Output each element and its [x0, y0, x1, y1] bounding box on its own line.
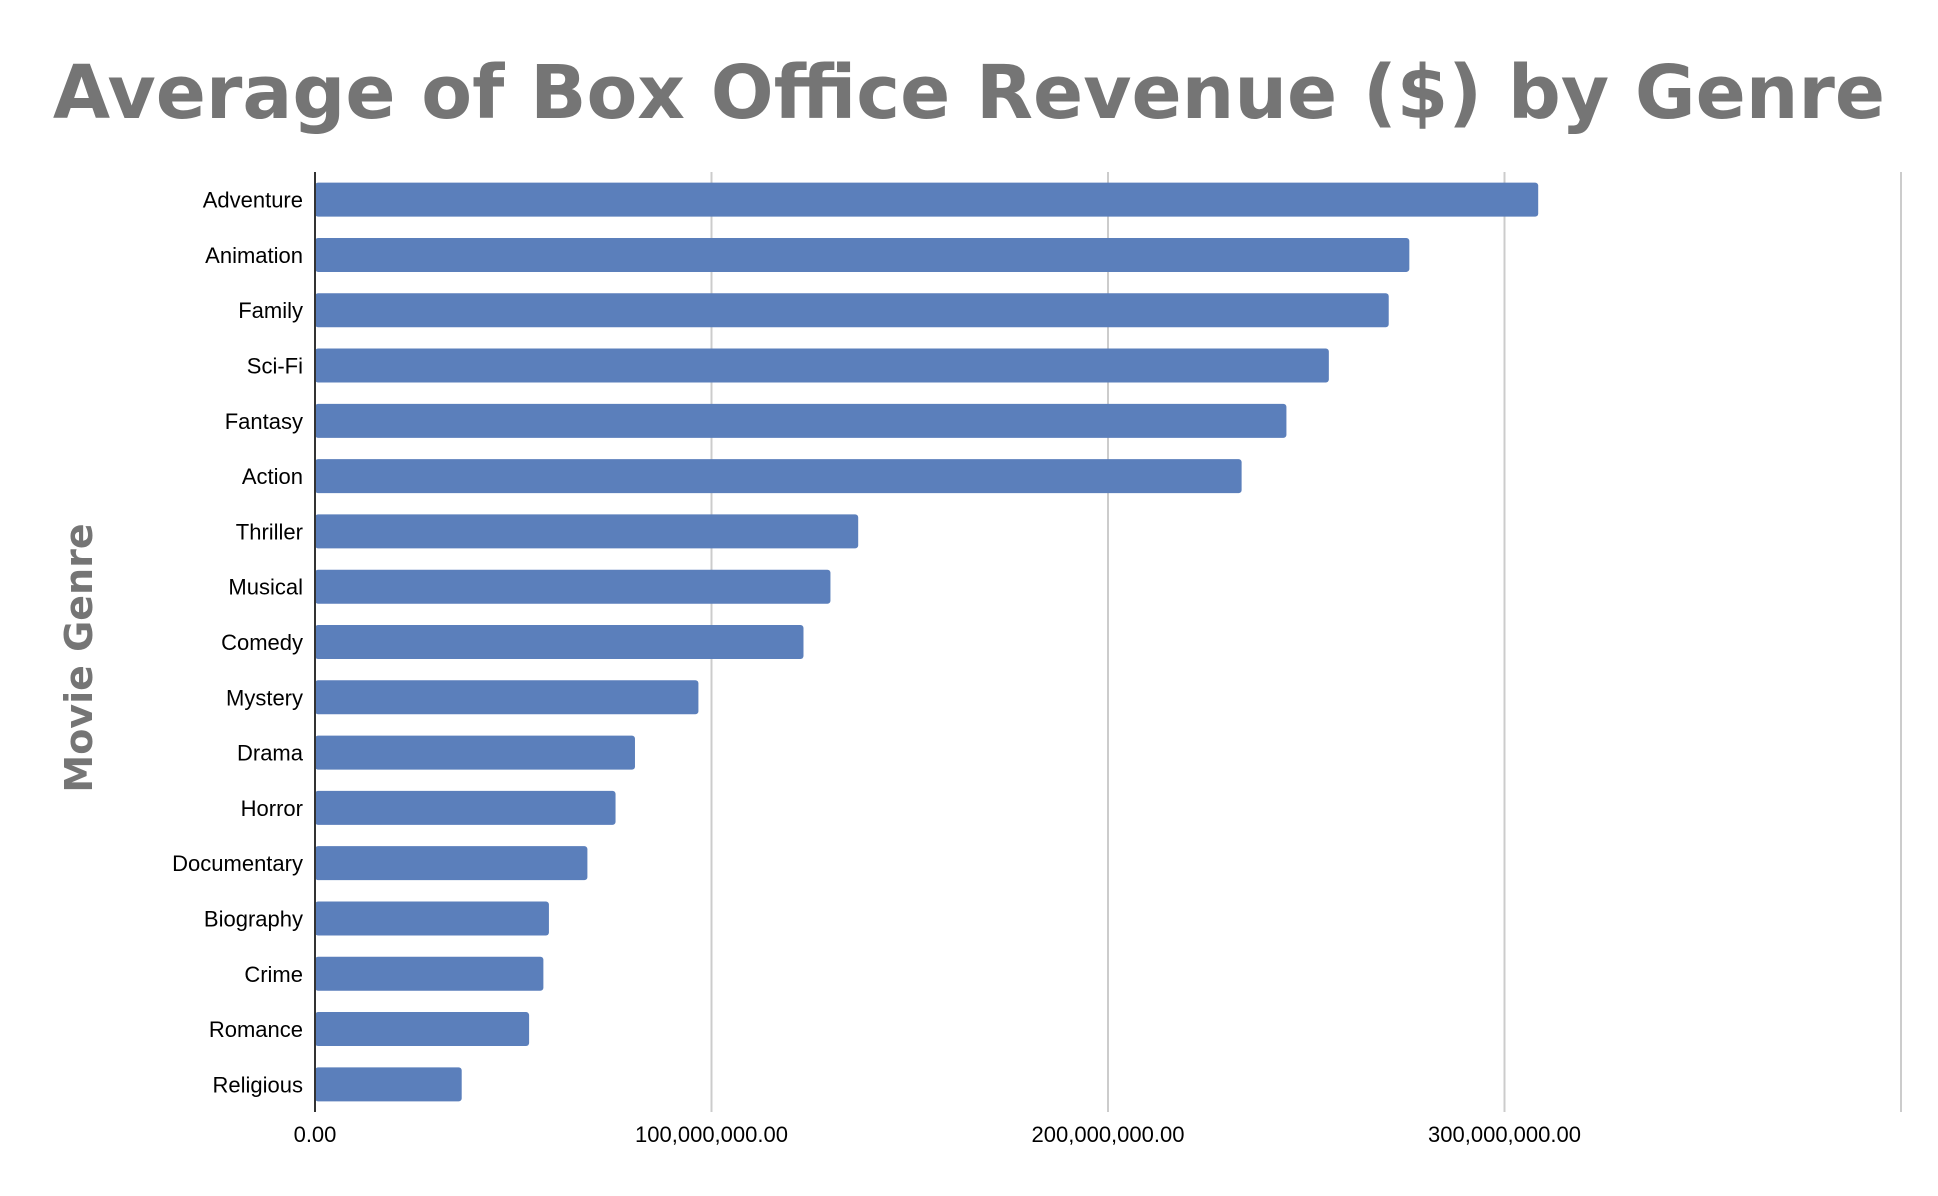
category-label: Adventure: [203, 188, 303, 213]
bar-comedy: [315, 625, 804, 659]
bar-fantasy: [315, 403, 1287, 438]
bar-horror: [315, 790, 616, 825]
chart-title: Average of Box Office Revenue ($) by Gen…: [53, 50, 1885, 136]
category-label: Sci-Fi: [247, 354, 303, 379]
x-tick-label: 200,000,000.00: [1032, 1122, 1185, 1147]
category-label: Religious: [213, 1072, 304, 1097]
category-label: Musical: [228, 575, 303, 600]
category-label: Mystery: [226, 685, 303, 710]
category-label: Action: [242, 464, 303, 489]
bar-musical: [315, 569, 831, 604]
category-label: Comedy: [221, 630, 303, 655]
y-axis-label: Movie Genre: [57, 523, 101, 792]
category-label: Crime: [244, 962, 303, 987]
category-label: Romance: [209, 1017, 303, 1042]
bar-sci-fi: [315, 348, 1329, 383]
bar-thriller: [315, 514, 859, 549]
category-label: Biography: [204, 906, 303, 931]
bar-family: [315, 293, 1389, 328]
category-label: Horror: [241, 796, 303, 821]
category-label: Fantasy: [225, 409, 303, 434]
category-label: Family: [238, 298, 303, 323]
category-labels: Adventure Animation Family Sci-Fi Fantasy Act…: [172, 188, 304, 1098]
bar-crime: [315, 956, 544, 991]
bars: [315, 182, 1539, 1102]
category-label: Documentary: [172, 851, 303, 876]
bar-action: [315, 459, 1242, 494]
bar-adventure: [315, 182, 1539, 217]
x-tick-labels: 0.00 100,000,000.00 200,000,000.00 300,000,…: [294, 1122, 1581, 1147]
bar-religious: [315, 1067, 462, 1102]
x-tick-label: 300,000,000.00: [1428, 1122, 1581, 1147]
bar-mystery: [315, 680, 699, 715]
x-tick-label: 100,000,000.00: [635, 1122, 788, 1147]
bar-documentary: [315, 846, 588, 881]
category-label: Animation: [205, 243, 303, 268]
category-label: Drama: [237, 741, 304, 766]
bar-romance: [315, 1012, 530, 1047]
bar-biography: [315, 901, 549, 936]
x-tick-label: 0.00: [294, 1122, 337, 1147]
category-label: Thriller: [236, 519, 303, 544]
bar-animation: [315, 237, 1410, 272]
bar-drama: [315, 735, 635, 770]
